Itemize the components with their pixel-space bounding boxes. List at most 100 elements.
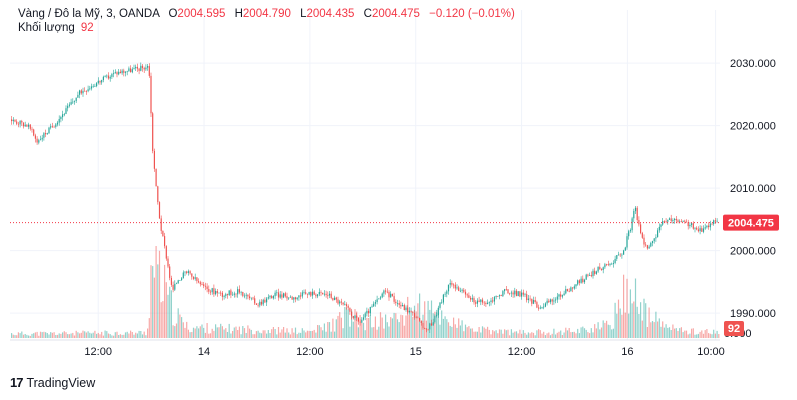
volume-bar xyxy=(687,334,689,338)
volume-bar xyxy=(317,325,319,338)
volume-bar xyxy=(130,330,132,338)
candle-body xyxy=(220,292,222,294)
volume-bar xyxy=(243,328,246,338)
volume-bar xyxy=(150,265,152,338)
candle-body xyxy=(711,223,713,225)
volume-bar xyxy=(345,307,348,338)
candle-body xyxy=(624,247,626,251)
candle-body xyxy=(412,311,414,313)
volume-bar xyxy=(332,318,334,338)
candle-body xyxy=(638,220,640,225)
candle-body xyxy=(211,288,213,293)
volume-bar xyxy=(22,334,25,338)
volume-label[interactable]: Khối lượng xyxy=(18,22,75,34)
volume-bar xyxy=(590,328,592,338)
volume-bar xyxy=(553,328,555,338)
candle-body xyxy=(570,287,572,292)
candle-body xyxy=(334,297,336,301)
ohlc-legend: Vàng / Đô la Mỹ, 3, OANDA O2004.595 H200… xyxy=(18,6,515,22)
candle-body xyxy=(640,224,642,233)
volume-bar xyxy=(565,327,567,338)
volume-bar xyxy=(413,305,416,338)
candle-body xyxy=(175,283,178,285)
candle-body xyxy=(106,75,108,77)
volume-bar xyxy=(475,331,477,338)
volume-bar xyxy=(182,322,184,338)
volume-bar xyxy=(578,333,580,338)
volume-bar xyxy=(607,324,609,338)
volume-bar xyxy=(247,325,249,338)
volume-bar xyxy=(19,333,21,338)
volume-bar xyxy=(226,332,229,338)
candle-body xyxy=(376,299,378,303)
candle-body xyxy=(226,294,229,295)
candle-body xyxy=(92,86,94,88)
time-axis[interactable]: 12:00 14 12:00 15 12:00 16 10:00 xyxy=(84,346,724,358)
volume-bar xyxy=(148,318,150,338)
candle-body xyxy=(303,292,305,293)
volume-bar xyxy=(296,334,298,338)
candle-body xyxy=(150,75,152,114)
candle-body xyxy=(140,65,142,71)
candle-body xyxy=(162,231,164,237)
price-tick-label: 2000.000 xyxy=(730,246,776,258)
volume-bar xyxy=(167,294,169,338)
tradingview-logo[interactable]: 17 TradingView xyxy=(10,375,95,390)
candle-body xyxy=(318,292,320,295)
volume-bar xyxy=(379,312,382,338)
candle-body xyxy=(192,276,195,279)
candle-body xyxy=(464,291,467,295)
candle-body xyxy=(413,312,416,318)
candle-body xyxy=(653,238,655,242)
candle-body xyxy=(641,233,643,238)
candle-body xyxy=(335,297,337,300)
candle-body xyxy=(597,266,599,272)
price-axis[interactable]: 1990.000 2000.000 2010.000 2020.000 2030.000 xyxy=(730,58,776,320)
volume-bar xyxy=(697,333,699,338)
volume-bar xyxy=(436,309,438,338)
candle-body xyxy=(243,295,246,297)
volume-bar xyxy=(24,334,26,338)
volume-bar xyxy=(50,332,52,338)
volume-bar xyxy=(96,333,98,338)
volume-bar xyxy=(488,329,490,338)
candle-body xyxy=(362,317,365,320)
volume-badge-label: 92 xyxy=(728,323,740,335)
candle-body xyxy=(208,289,210,292)
volume-bar xyxy=(412,316,414,338)
volume-bar xyxy=(237,330,239,338)
volume-bar xyxy=(480,332,482,338)
candle-body xyxy=(410,310,412,312)
candle-body xyxy=(509,293,511,295)
volume-bar xyxy=(660,326,662,338)
candle-body xyxy=(645,244,647,246)
candle-body xyxy=(405,307,407,310)
candle-body xyxy=(184,271,186,273)
candle-body xyxy=(621,254,623,256)
candle-body xyxy=(538,307,540,309)
volume-bar xyxy=(288,332,290,338)
volume-bar xyxy=(165,282,167,338)
candle-body xyxy=(174,283,176,290)
candle-body xyxy=(600,269,603,270)
volume-bar xyxy=(655,311,657,338)
volume-bar xyxy=(546,333,548,338)
candle-body xyxy=(38,140,40,143)
volume-bar xyxy=(417,303,419,338)
symbol-title[interactable]: Vàng / Đô la Mỹ, 3, OANDA xyxy=(18,8,160,20)
volume-bar xyxy=(369,314,371,338)
volume-bar xyxy=(94,330,96,338)
volume-bar xyxy=(257,330,259,338)
volume-bar xyxy=(55,335,57,338)
volume-bar xyxy=(696,334,698,338)
candle-body xyxy=(439,302,441,308)
volume-bar xyxy=(121,334,123,338)
volume-bar xyxy=(510,329,512,338)
candle-body xyxy=(24,124,26,127)
candle-body xyxy=(228,290,230,295)
volume-bar xyxy=(663,327,665,338)
volume-bar xyxy=(349,326,351,338)
volume-bar xyxy=(300,332,302,338)
candle-body xyxy=(19,121,21,125)
